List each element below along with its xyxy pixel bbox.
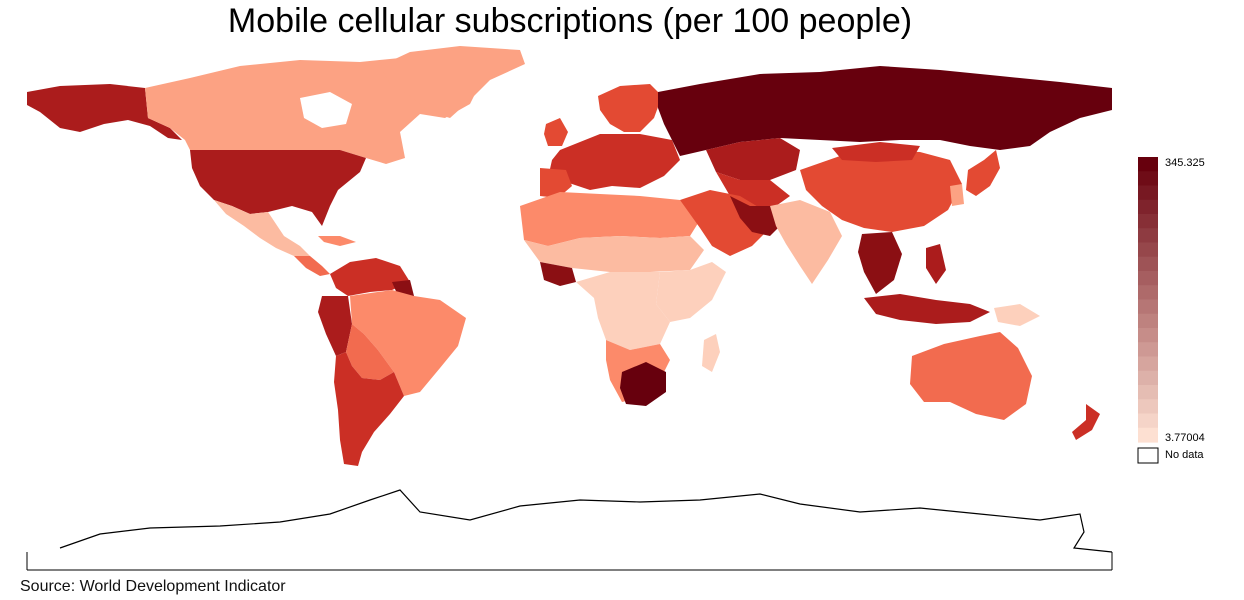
legend-swatch (1138, 171, 1158, 187)
legend-min-label: 3.77004 (1165, 432, 1205, 444)
region-caribbean (318, 236, 356, 246)
south-america (318, 258, 466, 466)
region-bolivia-paraguay (346, 324, 394, 380)
region-iran-gulf (730, 196, 782, 236)
africa (520, 192, 726, 406)
region-uk-ireland (544, 118, 568, 146)
region-scandinavia (598, 84, 662, 132)
legend-swatch (1138, 399, 1158, 415)
region-mongolia (832, 142, 920, 162)
region-west-africa-coast (540, 262, 576, 286)
legend-swatch (1138, 271, 1158, 286)
region-india (770, 200, 842, 284)
legend-swatch (1138, 328, 1158, 343)
legend-swatch (1138, 256, 1158, 272)
map-title: Mobile cellular subscriptions (per 100 p… (227, 2, 913, 40)
legend-swatch (1138, 299, 1158, 315)
legend-swatch (1138, 228, 1158, 244)
region-iberia (540, 168, 572, 198)
legend-color-ramp (1138, 157, 1158, 443)
region-antarctica (59, 489, 1113, 553)
region-new-zealand (1072, 404, 1100, 440)
oceania (910, 332, 1100, 440)
legend-max-label: 345.325 (1165, 157, 1205, 169)
region-philippines (926, 244, 946, 284)
legend-swatch (1138, 356, 1158, 372)
legend-swatch (1138, 413, 1158, 429)
region-mexico (214, 200, 310, 256)
region-greenland (380, 46, 525, 118)
region-central-america (294, 256, 330, 276)
legend-swatch (1138, 370, 1158, 386)
legend-swatch (1138, 242, 1158, 258)
region-peru-ecuador (318, 296, 352, 356)
region-indochina (858, 232, 902, 294)
source-note: Source: World Development Indicator (20, 578, 286, 595)
region-south-africa (620, 362, 666, 406)
legend-swatch (1138, 185, 1158, 201)
region-brazil (350, 290, 466, 396)
middle-east-south-asia (680, 190, 842, 284)
region-hudson-bay (300, 92, 352, 128)
region-argentina-chile (334, 352, 404, 466)
legend (1137, 157, 1159, 464)
region-colombia-venezuela (330, 258, 410, 296)
legend-swatch (1138, 427, 1158, 443)
legend-swatch (1138, 285, 1158, 301)
region-indonesia (864, 294, 990, 324)
legend-nodata-swatch (1137, 447, 1159, 464)
region-usa (190, 150, 366, 226)
legend-swatch (1138, 214, 1158, 229)
region-sahel (524, 236, 704, 272)
legend-swatch (1138, 157, 1158, 172)
legend-swatch (1138, 199, 1158, 215)
region-east-africa (656, 262, 726, 322)
region-australia (910, 332, 1032, 420)
north-america (27, 46, 525, 276)
region-kazakhstan (706, 138, 800, 180)
east-southeast-asia (800, 142, 1040, 326)
region-western-europe (548, 134, 680, 190)
region-new-guinea (994, 304, 1040, 326)
region-north-africa (520, 192, 700, 246)
region-russia (658, 66, 1112, 156)
legend-swatch (1138, 385, 1158, 400)
europe (540, 84, 680, 198)
legend-swatch (1138, 342, 1158, 358)
russia-central-asia (658, 66, 1112, 206)
region-china (800, 150, 962, 232)
region-alaska (27, 84, 182, 140)
legend-nodata-label: No data (1165, 449, 1204, 461)
region-korea (950, 184, 964, 206)
region-japan (966, 150, 1000, 196)
region-madagascar (702, 334, 720, 372)
legend-swatch (1138, 313, 1158, 329)
region-central-africa (576, 272, 670, 350)
